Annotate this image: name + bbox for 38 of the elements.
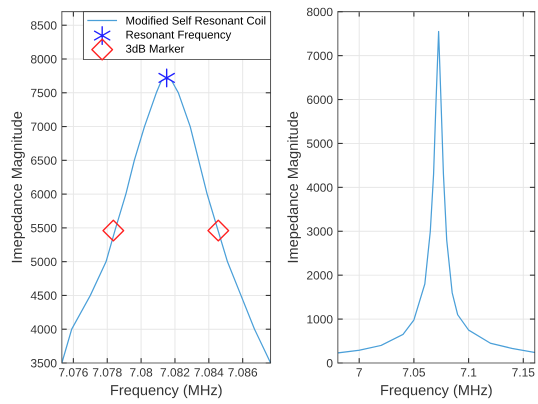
y-tick-label: 8000 bbox=[30, 54, 57, 64]
y-tick-label: 4500 bbox=[30, 291, 57, 300]
y-tick-label: 7000 bbox=[31, 122, 57, 131]
y-tick-label: 8000 bbox=[306, 8, 333, 16]
y-tick-label: 7500 bbox=[31, 88, 57, 98]
y-tick-label: 8500 bbox=[30, 21, 57, 30]
x-tick-label: 7.05 bbox=[402, 368, 426, 377]
x-tick-label: 7.078 bbox=[92, 368, 122, 377]
y-tick-label: 0 bbox=[326, 358, 333, 368]
legend-label: 3dB Marker bbox=[126, 44, 184, 53]
y-tick-label: 6000 bbox=[307, 96, 333, 104]
y-tick-label: 7000 bbox=[307, 52, 333, 60]
y-tick-label: 6000 bbox=[31, 190, 57, 199]
y-tick-label: 4000 bbox=[30, 325, 57, 334]
y-axis-title: Imepedance Magnitude bbox=[11, 112, 25, 262]
x-tick-label: 7.082 bbox=[160, 368, 190, 377]
y-tick-label: 2000 bbox=[307, 271, 333, 280]
x-tick-label: 7.086 bbox=[228, 368, 258, 377]
x-tick-label: 7.084 bbox=[194, 368, 224, 377]
y-tick-label: 5500 bbox=[30, 224, 57, 232]
x-tick-label: 7 bbox=[356, 368, 362, 377]
legend-label: Modified Self Resonant Coil bbox=[126, 16, 266, 25]
y-tick-label: 4000 bbox=[306, 183, 333, 192]
y-tick-label: 5000 bbox=[30, 258, 57, 266]
x-axis-title: Frequency (MHz) bbox=[381, 384, 492, 398]
x-tick-label: 7.1 bbox=[460, 368, 476, 377]
line-series bbox=[338, 30, 535, 354]
legend-label: Resonant Frequency bbox=[126, 30, 232, 41]
y-tick-label: 5000 bbox=[306, 139, 333, 148]
y-tick-label: 3500 bbox=[30, 358, 57, 368]
x-tick-label: 7.15 bbox=[512, 368, 534, 377]
x-tick-label: 7.08 bbox=[130, 368, 152, 377]
y-tick-label: 1000 bbox=[307, 315, 333, 324]
x-tick-label: 7.076 bbox=[59, 368, 88, 377]
y-tick-label: 3000 bbox=[306, 227, 333, 236]
y-axis-title: Imepedance Magnitude bbox=[287, 112, 301, 262]
y-tick-label: 6500 bbox=[31, 156, 57, 165]
x-axis-title: Frequency (MHz) bbox=[111, 384, 222, 398]
